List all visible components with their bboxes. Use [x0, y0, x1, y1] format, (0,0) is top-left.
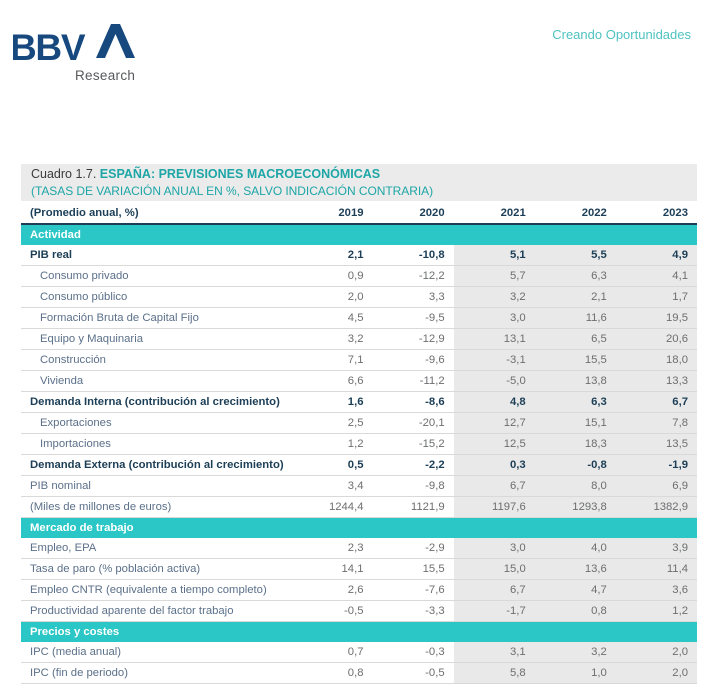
svg-text:BBV: BBV [13, 27, 86, 68]
